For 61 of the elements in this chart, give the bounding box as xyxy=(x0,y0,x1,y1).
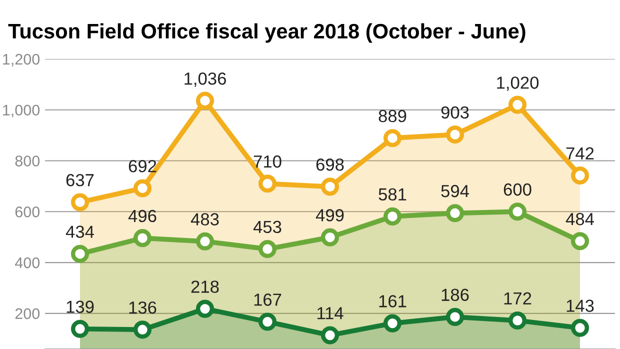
data-label: 218 xyxy=(191,280,219,293)
point xyxy=(508,202,527,221)
point xyxy=(70,244,90,263)
point xyxy=(196,300,214,318)
point xyxy=(508,96,527,114)
y-tick-label: 400 xyxy=(15,257,40,268)
point xyxy=(133,229,152,248)
point xyxy=(258,240,277,258)
data-label: 581 xyxy=(378,188,406,201)
y-tick-label: 600 xyxy=(15,206,40,218)
point xyxy=(196,92,214,110)
data-label: 167 xyxy=(254,294,282,306)
y-tick-label: 200 xyxy=(15,308,40,320)
point xyxy=(446,308,464,326)
data-label: 710 xyxy=(254,155,282,168)
point xyxy=(70,193,90,212)
data-label: 496 xyxy=(128,210,156,222)
data-label: 114 xyxy=(317,307,344,320)
point xyxy=(383,129,402,148)
point xyxy=(508,311,527,330)
point xyxy=(320,178,340,196)
point xyxy=(570,166,590,185)
point xyxy=(383,207,402,226)
point xyxy=(133,179,152,198)
point xyxy=(258,174,277,193)
data-label: 139 xyxy=(66,300,94,313)
data-label: 161 xyxy=(379,295,406,308)
data-label: 186 xyxy=(442,288,469,302)
data-label: 499 xyxy=(316,209,344,222)
data-label: 698 xyxy=(316,158,344,171)
data-label: 484 xyxy=(566,212,594,226)
data-label: 136 xyxy=(129,301,156,314)
data-label: 742 xyxy=(566,147,594,160)
data-label: 143 xyxy=(566,300,594,312)
y-tick-label: 1,200 xyxy=(3,54,40,66)
point xyxy=(196,232,214,250)
data-label: 172 xyxy=(504,292,532,304)
y-tick-label: 1,000 xyxy=(3,104,40,118)
point xyxy=(570,318,590,337)
point xyxy=(446,126,464,144)
data-label: 453 xyxy=(253,220,282,234)
point xyxy=(320,326,340,344)
data-label: 637 xyxy=(66,174,94,186)
data-label: 600 xyxy=(504,183,532,196)
data-label: 889 xyxy=(378,110,406,122)
y-tick-label: 800 xyxy=(15,156,40,166)
data-label: 434 xyxy=(66,226,94,238)
point xyxy=(320,228,340,246)
data-label: 594 xyxy=(441,184,469,198)
data-label: 1,036 xyxy=(184,72,226,87)
point xyxy=(70,320,90,338)
data-label: 1,020 xyxy=(497,76,539,91)
data-label: 903 xyxy=(441,106,469,119)
point xyxy=(133,320,152,339)
data-label: 692 xyxy=(128,160,156,172)
chart-title: Tucson Field Office fiscal year 2018 (October - June) xyxy=(8,23,526,43)
data-label: 483 xyxy=(190,213,219,226)
point xyxy=(383,314,402,332)
point xyxy=(570,232,590,250)
point xyxy=(446,204,464,222)
point xyxy=(258,312,277,331)
